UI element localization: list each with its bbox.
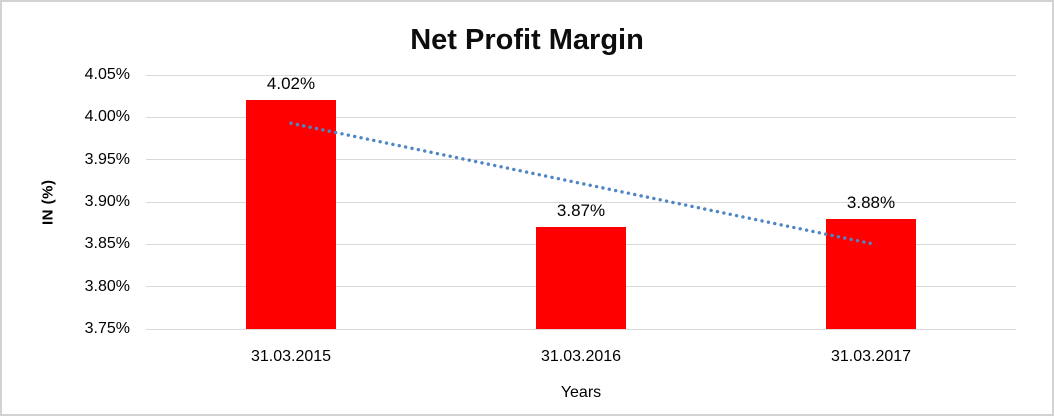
y-tick-label: 4.05%: [84, 66, 130, 83]
plot-area: 4.02% 3.87% 3.88%: [146, 74, 1016, 330]
bar: [246, 100, 336, 329]
y-tick-label: 4.00%: [84, 108, 130, 126]
bar-value-label: 4.02%: [266, 74, 316, 94]
category-label: 31.03.2017: [830, 348, 912, 365]
y-tick-label: 3.85%: [84, 235, 130, 253]
chart-title: Net Profit Margin: [410, 24, 644, 56]
bar: [536, 227, 626, 329]
bar: [826, 218, 916, 329]
bar-value-label: 3.88%: [846, 192, 896, 212]
category-label: 31.03.2015: [250, 348, 332, 365]
y-tick-label: 3.75%: [84, 320, 130, 337]
gridline: [146, 328, 1016, 330]
category-label: 31.03.2016: [540, 348, 622, 365]
bar-value-label: 3.87%: [556, 201, 606, 221]
gridline: [146, 116, 1016, 118]
y-tick-label: 3.90%: [84, 193, 130, 210]
y-tick-label: 3.80%: [84, 277, 130, 295]
y-tick-label: 3.95%: [84, 150, 130, 168]
x-axis-title: Years: [560, 384, 602, 401]
gridline: [146, 74, 1016, 76]
